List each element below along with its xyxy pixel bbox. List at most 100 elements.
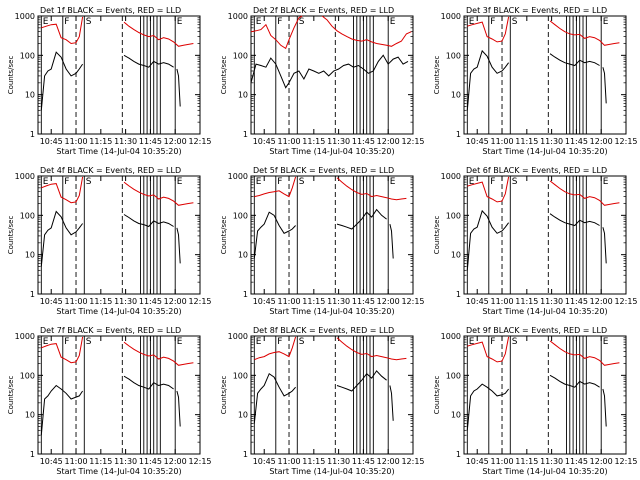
x-tick-label: 12:15 [188,457,211,466]
lld-series-line [549,180,620,206]
y-tick-label: 10 [25,251,35,260]
plot-frame [463,175,627,295]
panel-title: Det 5f BLACK = Events, RED = LLD [253,166,394,175]
event-marker-label: E [390,337,396,347]
y-tick-label: 100 [20,51,35,60]
x-tick-label: 11:15 [302,137,325,146]
events-series-line [176,390,181,427]
x-tick-label: 11:45 [352,457,375,466]
x-tick-label: 11:15 [89,457,112,466]
x-tick-label: 10:45 [40,137,63,146]
y-tick-label: 10 [25,411,35,420]
x-tick-label: 11:00 [490,457,513,466]
event-marker-label: F [277,337,282,347]
x-tick-label: 10:45 [40,297,63,306]
events-series-line [602,67,607,104]
y-tick-label: 1000 [441,12,461,21]
y-tick-label: 100 [233,51,248,60]
lld-series-line [123,181,194,206]
y-tick-label: 1000 [15,332,35,341]
event-marker-label: F [490,177,495,187]
x-tick-label: 11:15 [515,137,538,146]
event-marker-label: E [256,177,262,187]
x-tick-label: 11:45 [565,137,588,146]
x-tick-label: 12:00 [164,137,187,146]
x-tick-label: 11:15 [89,137,112,146]
y-tick-label: 1000 [228,12,248,21]
x-tick-label: 11:15 [89,297,112,306]
event-marker-label: S [512,337,518,347]
event-marker-label: S [512,17,518,27]
x-tick-label: 12:00 [590,137,613,146]
y-axis-label: Counts/sec [220,216,228,255]
y-axis-label: Counts/sec [7,376,15,415]
y-axis-label: Counts/sec [7,56,15,95]
y-tick-label: 1 [30,290,35,299]
x-axis-label: Start Time (14-Jul-04 10:35:20) [482,467,607,476]
events-series-line [40,51,84,111]
plot-frame [37,335,201,455]
plot-frame [250,335,414,455]
x-tick-label: 12:00 [377,457,400,466]
events-series-line [176,227,181,264]
y-axis-label: Counts/sec [433,56,441,95]
lld-series-line [321,15,412,47]
x-tick-label: 11:45 [565,297,588,306]
x-tick-label: 11:30 [327,457,350,466]
y-axis-label: Counts/sec [433,376,441,415]
lld-series-line [336,337,407,361]
x-tick-label: 12:00 [164,297,187,306]
detector-panel: Det 7f BLACK = Events, RED = LLD 1 10 100 10… [7,326,212,476]
plot-frame [463,15,627,135]
y-axis-label: Counts/sec [220,376,228,415]
plot-frame [250,15,414,135]
x-tick-label: 10:45 [253,297,276,306]
x-tick-label: 11:00 [490,297,513,306]
y-tick-label: 1 [243,290,248,299]
x-tick-label: 10:45 [466,297,489,306]
x-tick-label: 11:00 [64,137,87,146]
lld-series-line [467,336,510,363]
x-tick-label: 12:15 [614,137,637,146]
detector-panel: Det 3f BLACK = Events, RED = LLD 1 10 100 10… [433,6,638,156]
event-marker-label: E [256,17,262,27]
y-tick-label: 100 [20,211,35,220]
events-series-line [123,54,174,68]
plot-frame [463,335,627,455]
event-marker-label: E [390,177,396,187]
lld-series-line [250,15,303,50]
x-tick-label: 12:15 [188,137,211,146]
x-tick-label: 11:00 [277,297,300,306]
y-tick-label: 10 [451,91,461,100]
event-marker-label: E [43,337,49,347]
x-tick-label: 12:00 [590,457,613,466]
detector-panel: Det 2f BLACK = Events, RED = LLD 1 10 100 10… [220,6,425,156]
events-series-line [389,223,394,259]
event-marker-label: F [277,177,282,187]
x-tick-label: 11:45 [139,137,162,146]
y-tick-label: 100 [233,371,248,380]
detector-panel: Det 6f BLACK = Events, RED = LLD 1 10 100 10… [433,166,638,316]
event-marker-label: E [603,177,609,187]
events-series-line [336,208,387,230]
y-tick-label: 1000 [228,332,248,341]
y-tick-label: 100 [233,211,248,220]
events-series-line [336,370,387,392]
panel-title: Det 4f BLACK = Events, RED = LLD [40,166,181,175]
events-series-line [253,211,296,259]
y-axis-label: Counts/sec [220,56,228,95]
x-tick-label: 12:15 [614,457,637,466]
detector-panel: Det 1f BLACK = Events, RED = LLD 1 10 100 10… [7,6,212,156]
x-tick-label: 11:45 [352,297,375,306]
x-tick-label: 11:30 [114,457,137,466]
events-series-line [250,54,409,89]
events-series-line [40,384,84,436]
y-tick-label: 100 [446,371,461,380]
event-marker-label: S [299,177,305,187]
y-tick-label: 1 [30,130,35,139]
x-tick-label: 12:00 [377,137,400,146]
x-tick-label: 12:15 [401,297,424,306]
y-tick-label: 1000 [15,12,35,21]
x-tick-label: 11:45 [139,457,162,466]
x-tick-label: 12:15 [401,137,424,146]
